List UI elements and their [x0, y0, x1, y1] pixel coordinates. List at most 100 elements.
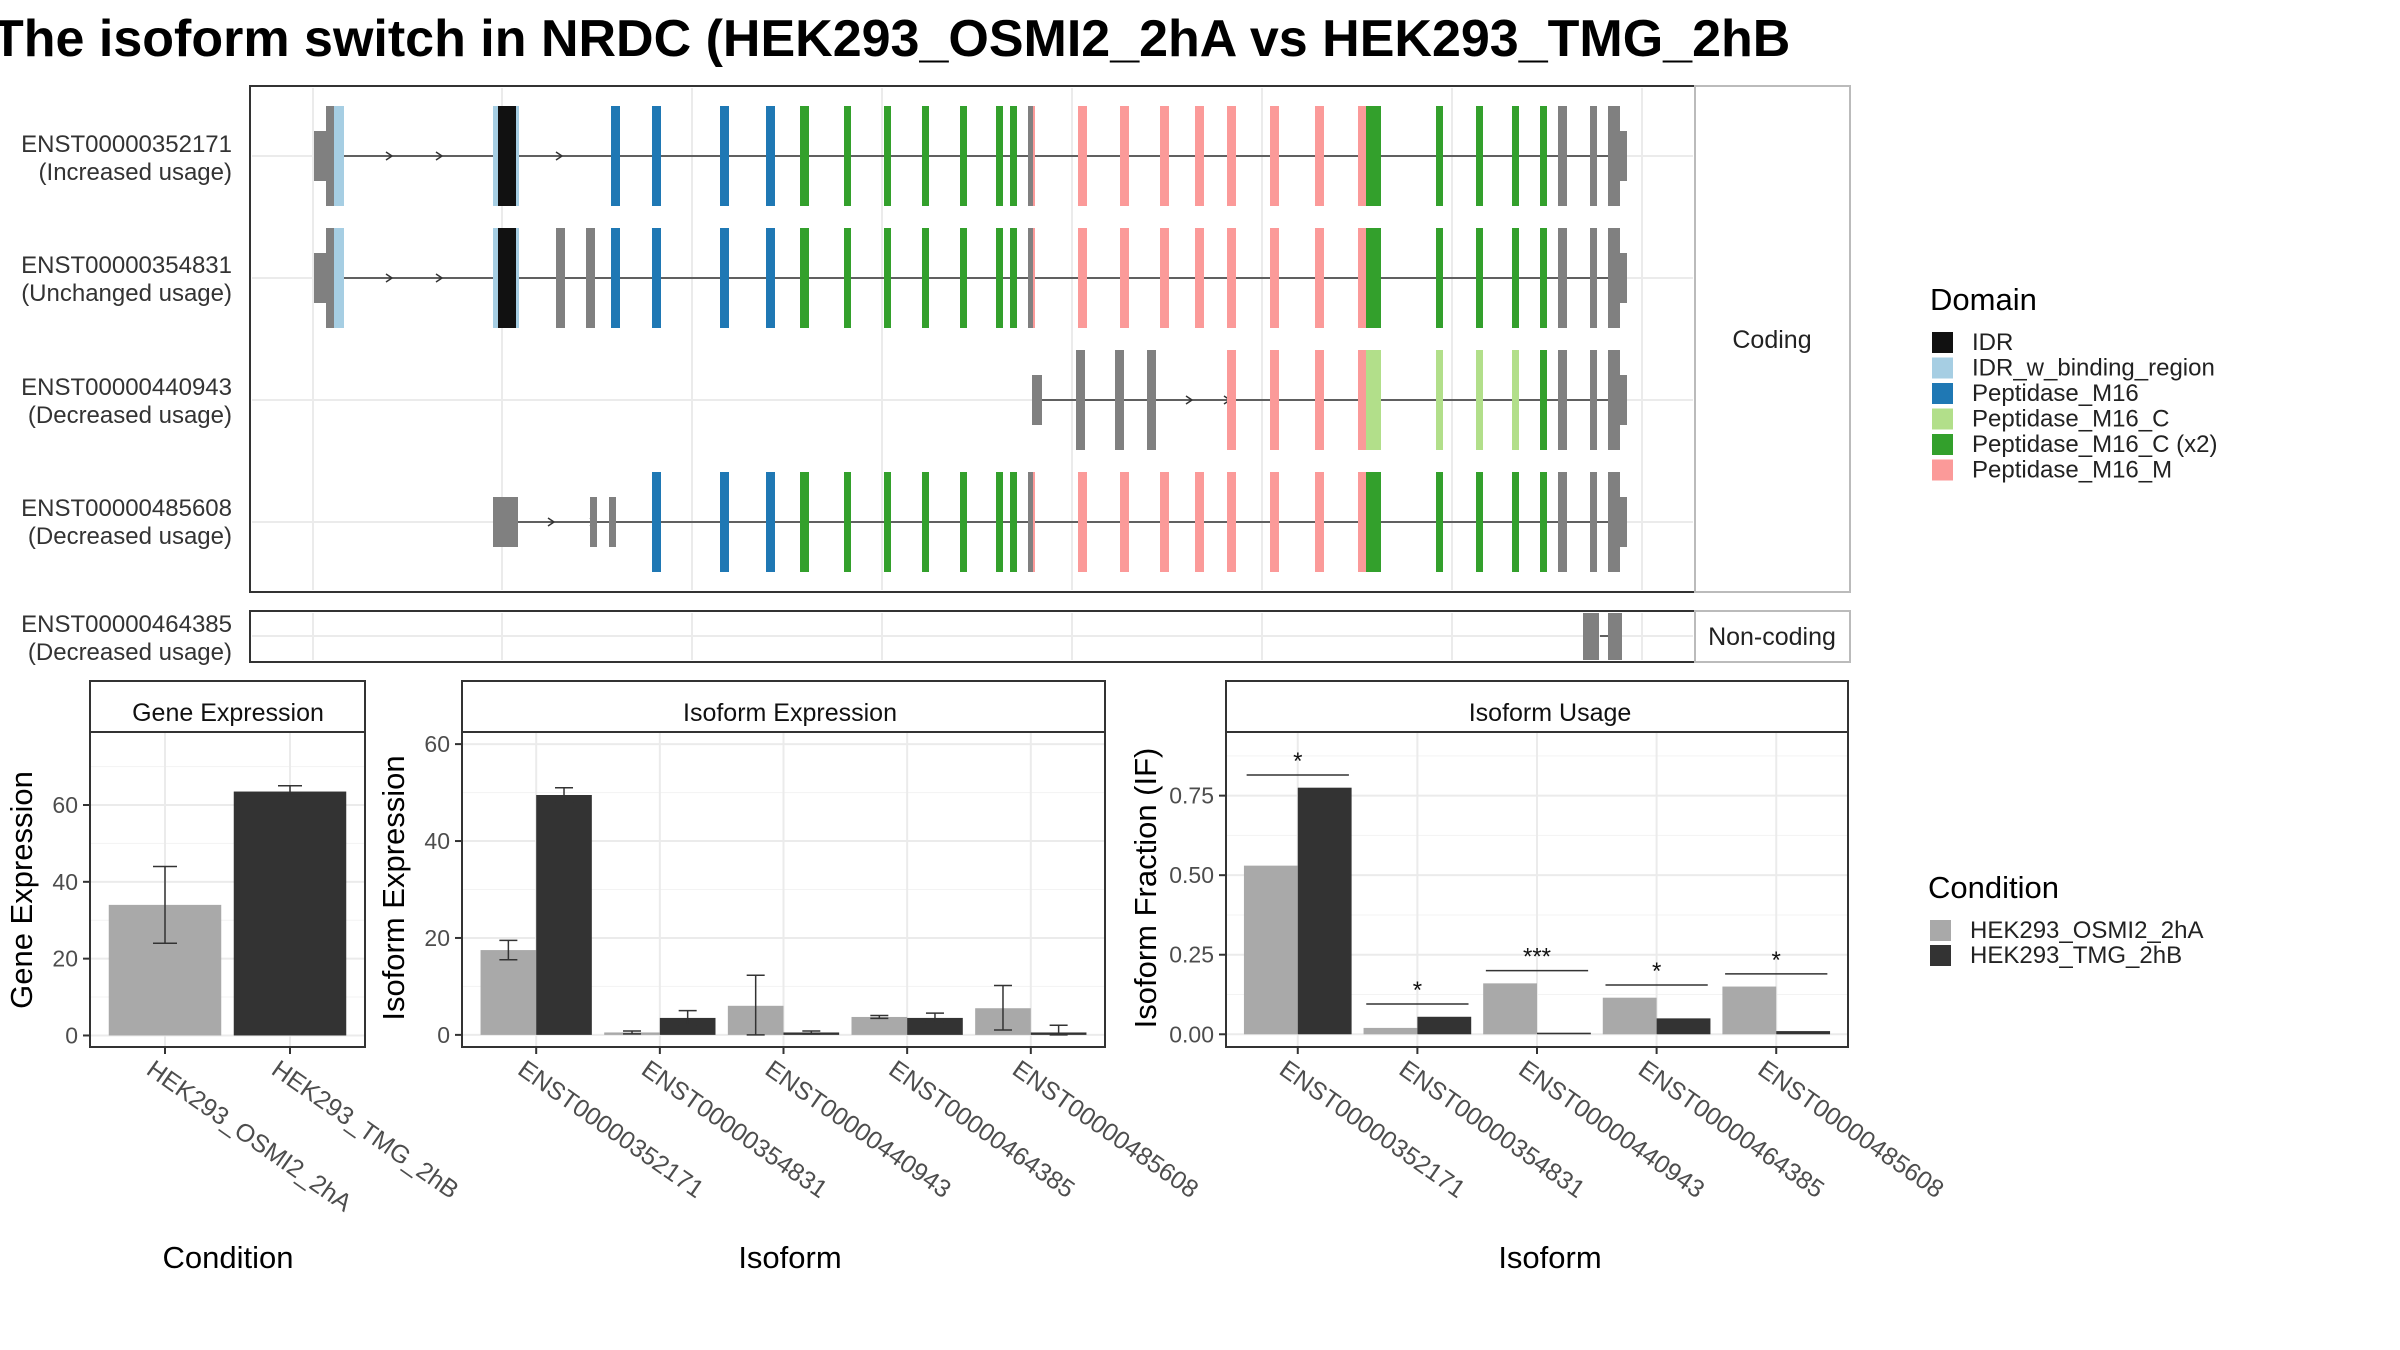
bar	[480, 950, 537, 1035]
exon	[590, 497, 597, 547]
exon	[1590, 472, 1597, 572]
exon	[1608, 613, 1622, 660]
strand-arrow	[385, 151, 394, 161]
exon	[1028, 228, 1033, 328]
y-tick-label: 0	[437, 1022, 450, 1048]
exon	[1558, 106, 1567, 206]
y-tick-label: 20	[424, 925, 450, 951]
figure-title: The isoform switch in NRDC (HEK293_OSMI2…	[0, 10, 1790, 68]
y-axis-label: Isoform Fraction (IF)	[1128, 748, 1163, 1029]
transcript-id: ENST00000354831	[21, 252, 232, 279]
domain-legend: Domain IDRIDR_w_binding_regionPeptidase_…	[1930, 282, 2217, 484]
exon	[1374, 472, 1381, 572]
legend-label: IDR_w_binding_region	[1972, 355, 2215, 382]
exon	[1160, 106, 1169, 206]
exon	[1620, 253, 1627, 303]
exon	[720, 472, 729, 572]
exon	[1227, 350, 1236, 450]
bars	[108, 791, 347, 1036]
legend-label: Peptidase_M16_M	[1972, 457, 2172, 484]
exon	[996, 106, 1003, 206]
exon	[1558, 472, 1567, 572]
x-ticks: ENST00000352171ENST00000354831ENST000004…	[513, 1047, 1203, 1204]
transcript-track	[314, 106, 1627, 206]
exon	[1540, 472, 1547, 572]
exon	[884, 228, 891, 328]
exon	[1078, 472, 1087, 572]
exon	[1358, 350, 1367, 450]
exon	[1476, 472, 1483, 572]
transcript-track	[1583, 613, 1622, 660]
legend-swatch	[1932, 383, 1953, 404]
transcript-id: ENST00000440943	[21, 374, 232, 401]
exon	[1358, 228, 1367, 328]
exon	[1315, 106, 1324, 206]
bar	[1776, 1031, 1831, 1035]
legend-swatch	[1932, 357, 1953, 379]
exon	[1115, 350, 1124, 450]
panel-strip	[89, 680, 366, 733]
exon	[884, 106, 891, 206]
error-bars	[499, 786, 1068, 1036]
exon	[1227, 106, 1236, 206]
bar	[1363, 1027, 1418, 1035]
exon	[720, 228, 729, 328]
exon	[1315, 472, 1324, 572]
exon	[498, 228, 516, 328]
exon	[844, 106, 851, 206]
transcript-usage: (Decreased usage)	[28, 523, 232, 550]
exon	[1608, 106, 1620, 206]
legend-label: HEK293_OSMI2_2hA	[1970, 917, 2203, 944]
significance-label: *	[1652, 958, 1661, 985]
exon	[1620, 375, 1627, 425]
isoform-usage-panel: Isoform Usage Isoform Isoform Fraction (…	[1128, 680, 1949, 1275]
exon	[1160, 472, 1169, 572]
structure-panel: Coding Non-coding ENST00000352171 (Incre…	[21, 85, 1851, 666]
legend-label: IDR	[1972, 329, 2013, 356]
coding-strip-label: Coding	[1732, 326, 1811, 354]
exon	[1608, 472, 1620, 572]
exon	[1620, 497, 1627, 547]
exon	[1078, 106, 1087, 206]
condition-legend-title: Condition	[1928, 870, 2059, 905]
exon	[556, 228, 565, 328]
exon	[1010, 228, 1017, 328]
exon	[1374, 350, 1381, 450]
transcript-usage: (Decreased usage)	[28, 639, 232, 666]
transcript-label-4: ENST00000464385 (Decreased usage)	[21, 611, 232, 666]
exon	[1270, 350, 1279, 450]
exon	[1078, 228, 1087, 328]
transcript-label-0: ENST00000352171 (Increased usage)	[21, 131, 232, 186]
exon	[922, 228, 929, 328]
isoform-expression-panel: Isoform Expression Isoform Isoform Expre…	[376, 680, 1203, 1275]
panel-strip	[461, 680, 1106, 733]
y-ticks: 0 20 40 60	[52, 792, 90, 1048]
bar	[1722, 986, 1777, 1035]
exon	[652, 228, 661, 328]
y-tick-label: 40	[52, 869, 78, 895]
exon	[314, 131, 326, 181]
exon	[1476, 350, 1483, 450]
exon	[652, 106, 661, 206]
transcript-usage: (Decreased usage)	[28, 402, 232, 429]
transcript-id: ENST00000464385	[21, 611, 232, 638]
transcript-label-3: ENST00000485608 (Decreased usage)	[21, 495, 232, 550]
exon	[1270, 228, 1279, 328]
exon	[1540, 106, 1547, 206]
y-ticks: 0 20 40 60	[424, 731, 462, 1048]
exon	[802, 228, 809, 328]
x-axis-label: Isoform	[1498, 1240, 1601, 1275]
strand-arrow	[435, 273, 444, 283]
exon	[326, 228, 334, 328]
exon	[1366, 472, 1374, 572]
y-tick-label: 0.25	[1169, 942, 1214, 968]
exon	[334, 228, 344, 328]
exon	[1160, 228, 1169, 328]
exon	[1590, 228, 1597, 328]
exon	[493, 497, 518, 547]
significance-marks: ****** *	[1246, 748, 1828, 1005]
noncoding-strip-label: Non-coding	[1708, 623, 1836, 651]
exon	[1540, 350, 1547, 450]
coding-strip	[1694, 85, 1851, 593]
